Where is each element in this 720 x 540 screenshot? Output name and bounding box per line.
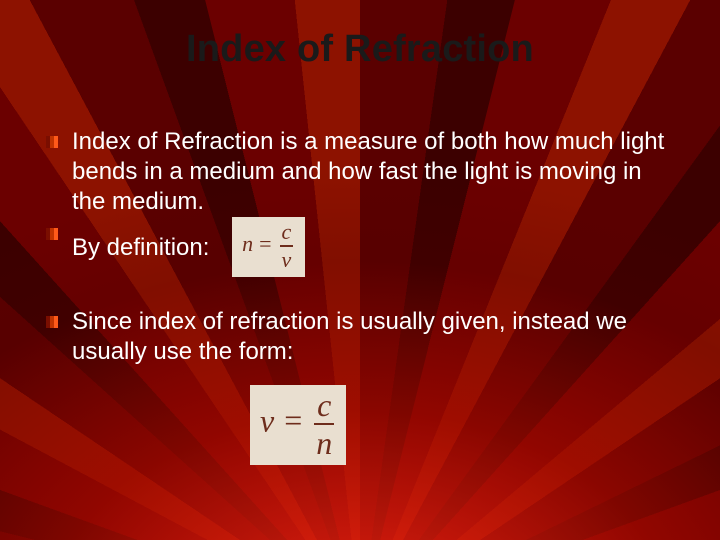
formula-v-equals-c-over-n: v=cn bbox=[250, 385, 346, 465]
bullet-item-formula1: By definition: n=cv bbox=[46, 219, 674, 279]
bullet-item-usage: Since index of refraction is usually giv… bbox=[46, 307, 674, 367]
numerator: c bbox=[315, 389, 333, 423]
formula-lhs: v bbox=[260, 402, 274, 438]
formula-row: v=cn bbox=[46, 385, 674, 465]
bullet-text: By definition: bbox=[72, 234, 209, 261]
slide-title: Index of Refraction bbox=[46, 28, 674, 71]
bullet-text: Index of Refraction is a measure of both… bbox=[72, 128, 664, 215]
bullet-list: Index of Refraction is a measure of both… bbox=[46, 127, 674, 367]
slide: Index of Refraction Index of Refraction … bbox=[0, 0, 720, 540]
formula-n-equals-c-over-v: n=cv bbox=[232, 217, 305, 277]
equals-sign: = bbox=[253, 231, 277, 256]
equals-sign: = bbox=[274, 402, 312, 438]
numerator: c bbox=[280, 221, 294, 245]
formula-lhs: n bbox=[242, 231, 253, 256]
denominator: n bbox=[314, 423, 334, 459]
bullet-item-definition: Index of Refraction is a measure of both… bbox=[46, 127, 674, 217]
denominator: v bbox=[280, 245, 294, 271]
fraction: cv bbox=[280, 221, 294, 271]
spacer bbox=[46, 281, 674, 307]
bullet-text: Since index of refraction is usually giv… bbox=[72, 308, 627, 365]
fraction: cn bbox=[314, 389, 334, 459]
